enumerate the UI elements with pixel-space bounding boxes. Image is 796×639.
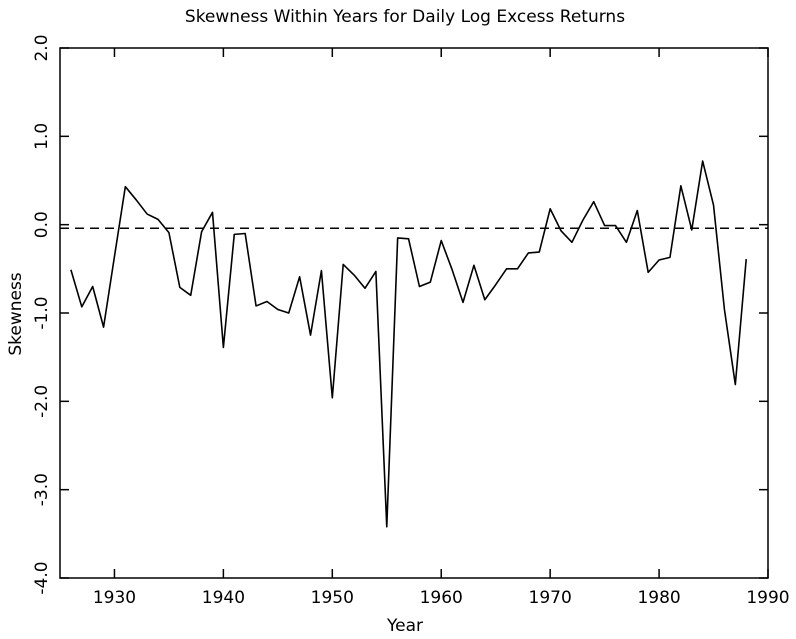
chart-title: Skewness Within Years for Daily Log Exce… [185,7,625,27]
x-tick-label: 1970 [529,588,572,608]
x-tick-label: 1940 [202,588,245,608]
data-line [70,160,748,528]
x-tick-label: 1990 [746,588,789,608]
x-tick-label: 1960 [420,588,463,608]
y-axis-label: Skewness [6,272,26,355]
y-tick-label: -2.0 [32,385,52,418]
y-tick-label: 1.0 [32,123,52,150]
x-tick-label: 1950 [311,588,354,608]
x-tick-label: 1930 [93,588,136,608]
y-tick-label: -4.0 [32,561,52,594]
plot-frame [59,47,769,579]
y-tick-label: 2.0 [32,34,52,61]
y-tick-label: 0.0 [32,211,52,238]
y-tick-label: -1.0 [32,296,52,329]
y-tick-label: -3.0 [32,473,52,506]
x-tick-label: 1980 [637,588,680,608]
x-axis-label: Year [386,616,423,636]
